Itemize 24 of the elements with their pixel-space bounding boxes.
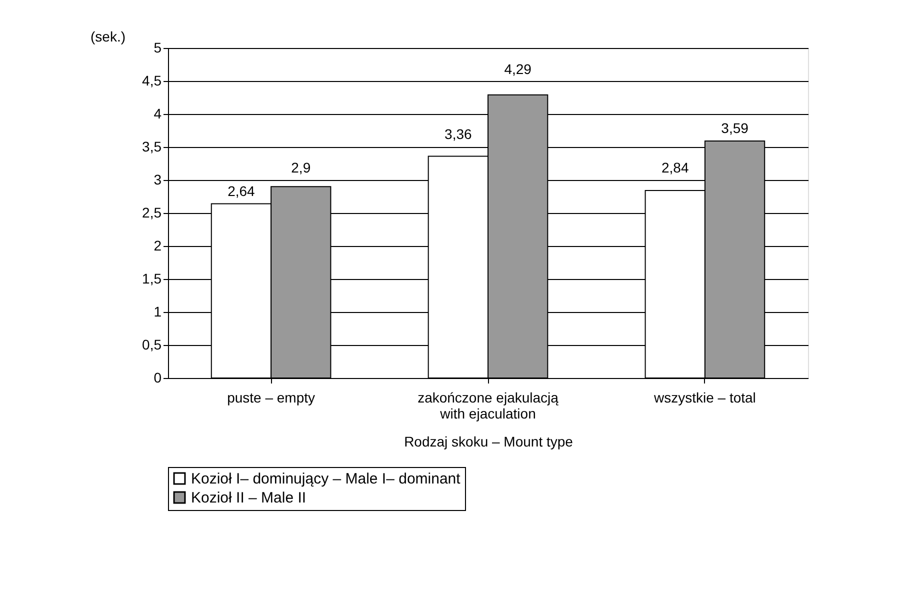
y-tick-label: 2: [154, 238, 162, 254]
y-tick-label: 0: [154, 370, 162, 386]
data-label: 3,59: [721, 120, 749, 136]
y-tick-label: 1: [154, 304, 162, 320]
y-tick-label: 4: [154, 106, 162, 122]
x-tick-label: wszystkie – total: [652, 390, 756, 406]
x-tick-label: zakończone ejakulacją with ejaculation: [418, 390, 559, 422]
data-label: 2,84: [661, 160, 689, 176]
legend-label: Kozioł II – Male II: [191, 490, 306, 506]
data-label: 2,64: [228, 182, 256, 199]
data-label: 3,36: [444, 126, 472, 142]
x-tick-label: puste – empty: [227, 390, 316, 406]
y-axis-title: (sek.): [90, 28, 126, 44]
y-tick-label: 3: [154, 172, 162, 188]
y-tick-label: 0,5: [142, 336, 162, 352]
data-label: 2,9: [291, 160, 311, 176]
y-tick-label: 5: [154, 40, 162, 56]
y-tick-label: 4,5: [142, 72, 162, 88]
data-label: 4,29: [504, 60, 532, 77]
y-tick-label: 1,5: [142, 270, 162, 286]
x-axis-title: Rodzaj skoku – Mount type: [404, 434, 574, 450]
legend-label: Kozioł I– dominujący – Male I– dominant: [191, 470, 462, 488]
y-tick-label: 2,5: [142, 204, 162, 220]
y-tick-label: 3,5: [142, 138, 162, 154]
